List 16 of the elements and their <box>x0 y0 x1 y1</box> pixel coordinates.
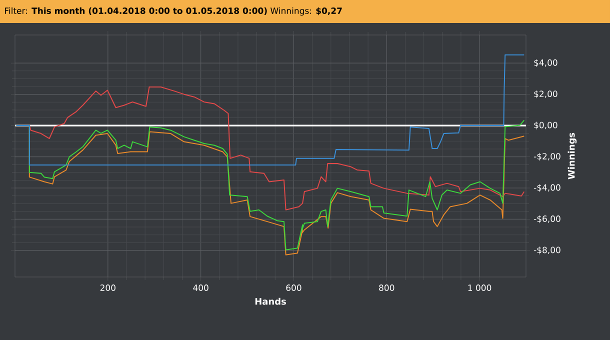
y-tick-label: -$8,00 <box>534 246 560 254</box>
x-tick-label: 600 <box>286 284 302 291</box>
y-tick-label: -$4,00 <box>534 184 560 192</box>
x-axis-title: Hands <box>255 298 286 305</box>
x-tick-label: 200 <box>100 284 116 291</box>
y-tick-label: -$6,00 <box>534 215 560 224</box>
x-tick-label: 1 000 <box>468 284 492 291</box>
x-tick-label: 800 <box>379 284 394 291</box>
chart-title: Filter: This month (01.04.2018 0:00 to 01.05.2018 0:00) Winnings: $0,27 <box>5 7 342 16</box>
y-tick-label: $4,00 <box>534 59 558 67</box>
y-tick-label: -$2,00 <box>534 152 560 161</box>
line-series <box>16 54 525 166</box>
y-tick-label: $2,00 <box>534 90 558 98</box>
y-axis-title: Winnings <box>568 132 577 180</box>
y-tick-label: $0,00 <box>534 122 558 130</box>
x-tick-label: 400 <box>193 284 208 291</box>
